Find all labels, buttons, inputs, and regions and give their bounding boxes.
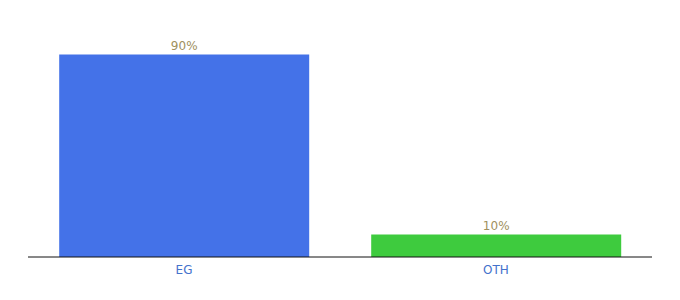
svg-text:OTH: OTH — [483, 263, 509, 277]
svg-text:EG: EG — [176, 263, 193, 277]
svg-text:90%: 90% — [171, 39, 198, 53]
svg-text:10%: 10% — [483, 219, 510, 233]
